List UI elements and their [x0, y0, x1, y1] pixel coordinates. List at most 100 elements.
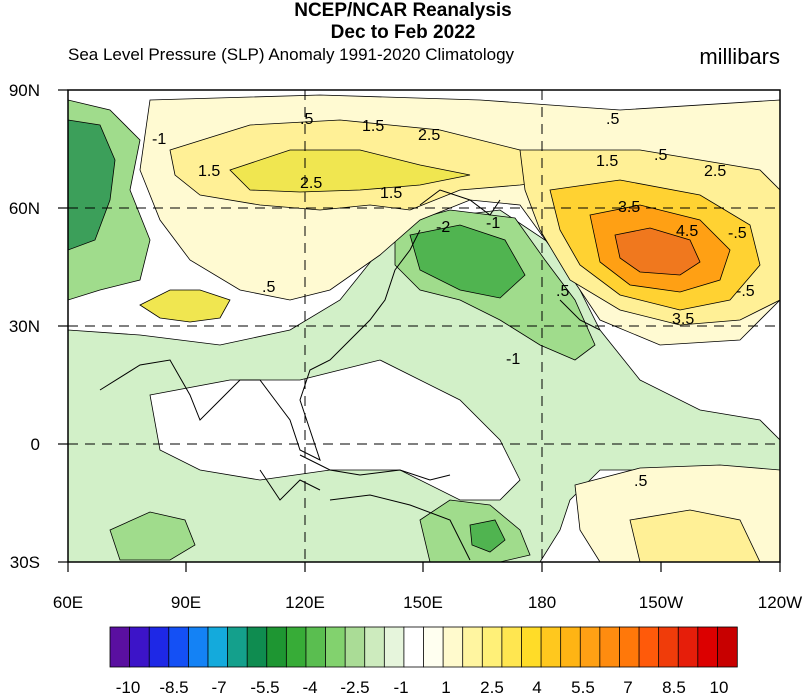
colorbar-swatch: [579, 626, 601, 668]
colorbar-swatch: [207, 626, 229, 668]
colorbar-label: 10: [710, 678, 729, 697]
colorbar-swatch: [403, 626, 425, 668]
contour-label: 1.5: [362, 118, 384, 135]
contour-label: 2.5: [300, 175, 322, 192]
colorbar-swatch: [109, 626, 131, 668]
contour-label: .5: [654, 147, 667, 164]
chart-title: NCEP/NCAR Reanalysis: [294, 0, 512, 21]
contour-label: .5: [606, 111, 619, 128]
contour-label: -1: [486, 215, 500, 232]
eurasian-positive-strong: [229, 149, 471, 193]
lat-label: 60N: [9, 199, 40, 218]
pacific-positive-core: [614, 227, 701, 276]
colorbar-swatch: [148, 626, 170, 668]
colorbar-label: 7: [623, 678, 632, 697]
colorbar-swatch: [677, 626, 699, 668]
contour-label: .5: [262, 279, 275, 296]
contour-label: 4.5: [676, 223, 698, 240]
colorbar-swatch: [540, 626, 562, 668]
colorbar-swatch: [442, 626, 464, 668]
colorbar-swatch: [599, 626, 621, 668]
colorbar-label: -2.5: [340, 678, 369, 697]
contour-label: 1.5: [380, 185, 402, 202]
tick-marks: [58, 89, 781, 572]
contour-label: .5: [634, 473, 647, 490]
longitude-labels: 60E 90E 120E 150E 180 150W 120W: [53, 593, 802, 612]
lon-label: 150E: [403, 593, 443, 612]
colorbar-swatch: [717, 626, 738, 668]
lat-label: 30S: [10, 553, 40, 572]
colorbar-label: -1: [393, 678, 408, 697]
colorbar-swatch: [521, 626, 542, 668]
contour-label: -1: [506, 351, 520, 368]
south-pacific-negative-core: [469, 519, 506, 553]
contour-label: .5: [300, 111, 313, 128]
contour-label: 1.5: [198, 163, 220, 180]
lon-label: 180: [528, 593, 556, 612]
contour-label: 2.5: [418, 127, 440, 144]
tibet-positive: [139, 289, 231, 323]
lat-label: 90N: [9, 81, 40, 100]
colorbar-swatch: [305, 626, 327, 668]
colorbar-label: -8.5: [159, 678, 188, 697]
colorbar-swatch: [619, 626, 640, 668]
colorbar-swatch: [325, 626, 346, 668]
colorbar-label: -5.5: [250, 678, 279, 697]
contour-label: 3.5: [618, 199, 640, 216]
latitude-labels: 90N 60N 30N 0 30S: [9, 81, 40, 572]
colorbar-label: -10: [116, 678, 141, 697]
colorbar-swatch: [423, 626, 444, 668]
colorbar-label: 8.5: [662, 678, 686, 697]
lon-label: 120W: [758, 593, 802, 612]
colorbar-swatch: [364, 626, 386, 668]
contour-label: 3.5: [672, 311, 694, 328]
colorbar: [109, 626, 738, 668]
colorbar-labels: -10 -8.5 -7 -5.5 -4 -2.5 -1 1 2.5 4 5.5 …: [116, 678, 729, 697]
east-pacific-positive-inner: [629, 509, 761, 562]
contour-label: .5: [556, 283, 569, 300]
gridlines: [68, 90, 780, 562]
northwest-pacific-negative-core: [409, 224, 526, 299]
colorbar-swatch: [481, 626, 503, 668]
colorbar-swatch: [697, 626, 719, 668]
lon-label: 120E: [285, 593, 325, 612]
colorbar-swatch: [658, 626, 679, 668]
indian-ocean-white: [149, 359, 521, 501]
colorbar-swatch: [344, 626, 366, 668]
colorbar-label: -7: [211, 678, 226, 697]
colorbar-swatch: [285, 626, 307, 668]
contour-label: 1.5: [596, 153, 618, 170]
colorbar-swatch: [168, 626, 190, 668]
anomaly-field: [68, 90, 780, 562]
contour-label: -1: [152, 131, 166, 148]
colorbar-label: 1: [441, 678, 450, 697]
contour-label: -.5: [728, 225, 747, 242]
colorbar-swatch: [462, 626, 483, 668]
lat-label: 0: [31, 435, 40, 454]
south-indian-negative: [109, 511, 196, 561]
colorbar-label: -4: [302, 678, 317, 697]
colorbar-label: 4: [532, 678, 541, 697]
colorbar-label: 5.5: [571, 678, 595, 697]
lon-label: 60E: [53, 593, 83, 612]
chart-period: Dec to Feb 2022: [330, 22, 476, 43]
colorbar-swatch: [227, 626, 248, 668]
units-label: millibars: [699, 44, 780, 69]
contour-label: -.5: [736, 283, 755, 300]
chart-subtitle: Sea Level Pressure (SLP) Anomaly 1991-20…: [68, 45, 515, 64]
contour-labels: .5 1.5 2.5 .5 .5 -1 1.5 2.5 1.5 1.5 -2 -…: [152, 111, 755, 490]
coastlines: [99, 189, 601, 561]
colorbar-swatch: [638, 626, 660, 668]
colorbar-swatch: [383, 626, 405, 668]
contour-label: -2: [436, 219, 450, 236]
colorbar-swatch: [129, 626, 150, 668]
colorbar-swatch: [501, 626, 523, 668]
colorbar-swatch: [560, 626, 581, 668]
lon-label: 150W: [639, 593, 683, 612]
colorbar-swatch: [246, 626, 268, 668]
colorbar-label: 2.5: [480, 678, 504, 697]
contour-label: 2.5: [704, 163, 726, 180]
colorbar-swatch: [266, 626, 288, 668]
lat-label: 30N: [9, 317, 40, 336]
